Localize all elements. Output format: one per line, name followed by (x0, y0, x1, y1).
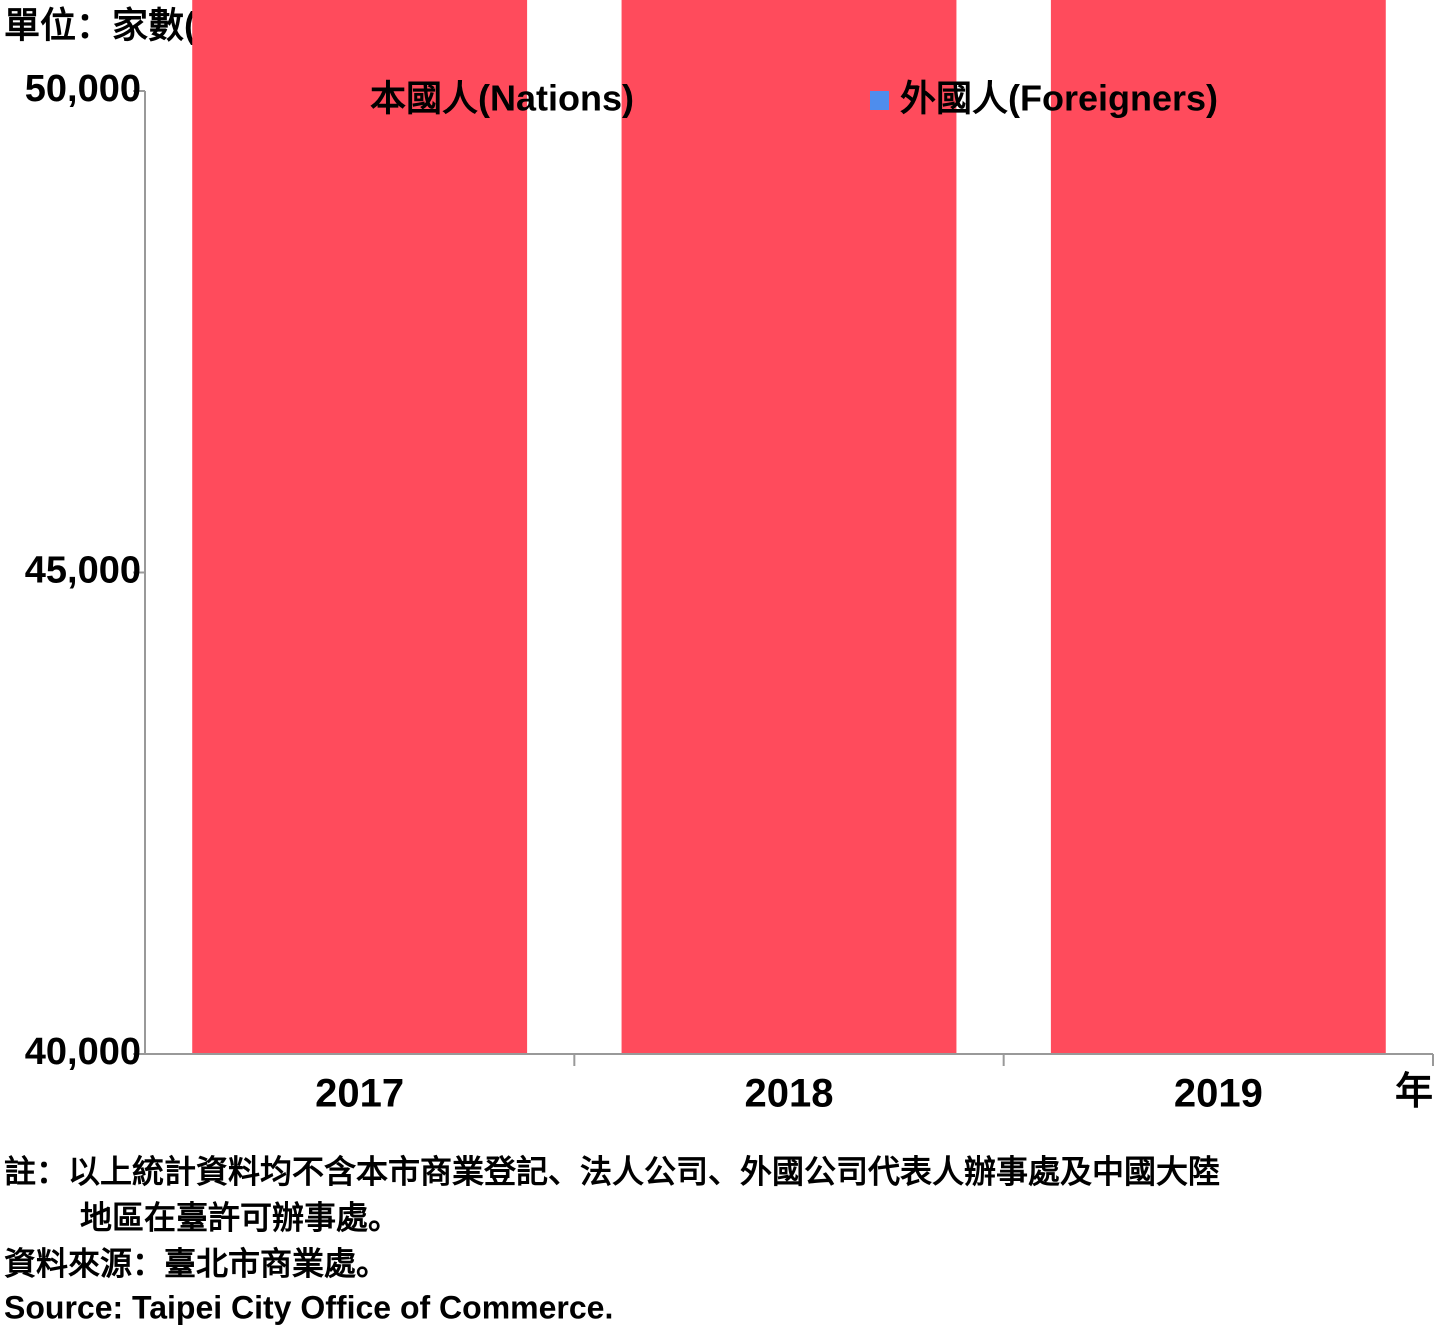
bar-segment (192, 0, 528, 1054)
bar-segment (1050, 0, 1386, 1055)
y-tick-label: 45,000 (25, 550, 141, 592)
x-tick-label: 2018 (745, 1072, 834, 1116)
legend-label: 本國人(Nations) (370, 78, 634, 119)
x-tick-label: 2017 (315, 1072, 404, 1116)
legend-label: 外國人(Foreigners) (900, 78, 1218, 119)
legend-swatch (870, 91, 889, 110)
y-tick-label: 50,000 (25, 68, 141, 110)
note: 資料來源：臺北市商業處。 (4, 1245, 388, 1281)
note: 註：以上統計資料均不含本市商業登記、法人公司、外國公司代表人辦事處及中國大陸 (4, 1153, 1220, 1189)
source: Source: Taipei City Office of Commerce. (4, 1289, 613, 1325)
legend-swatch (340, 91, 359, 110)
x-unit-label: 年 (1395, 1071, 1433, 1113)
y-tick-label: 40,000 (25, 1031, 141, 1073)
bar-segment (621, 0, 957, 1054)
x-tick-label: 2019 (1174, 1072, 1263, 1116)
note: 地區在臺許可辦事處。 (80, 1199, 400, 1235)
